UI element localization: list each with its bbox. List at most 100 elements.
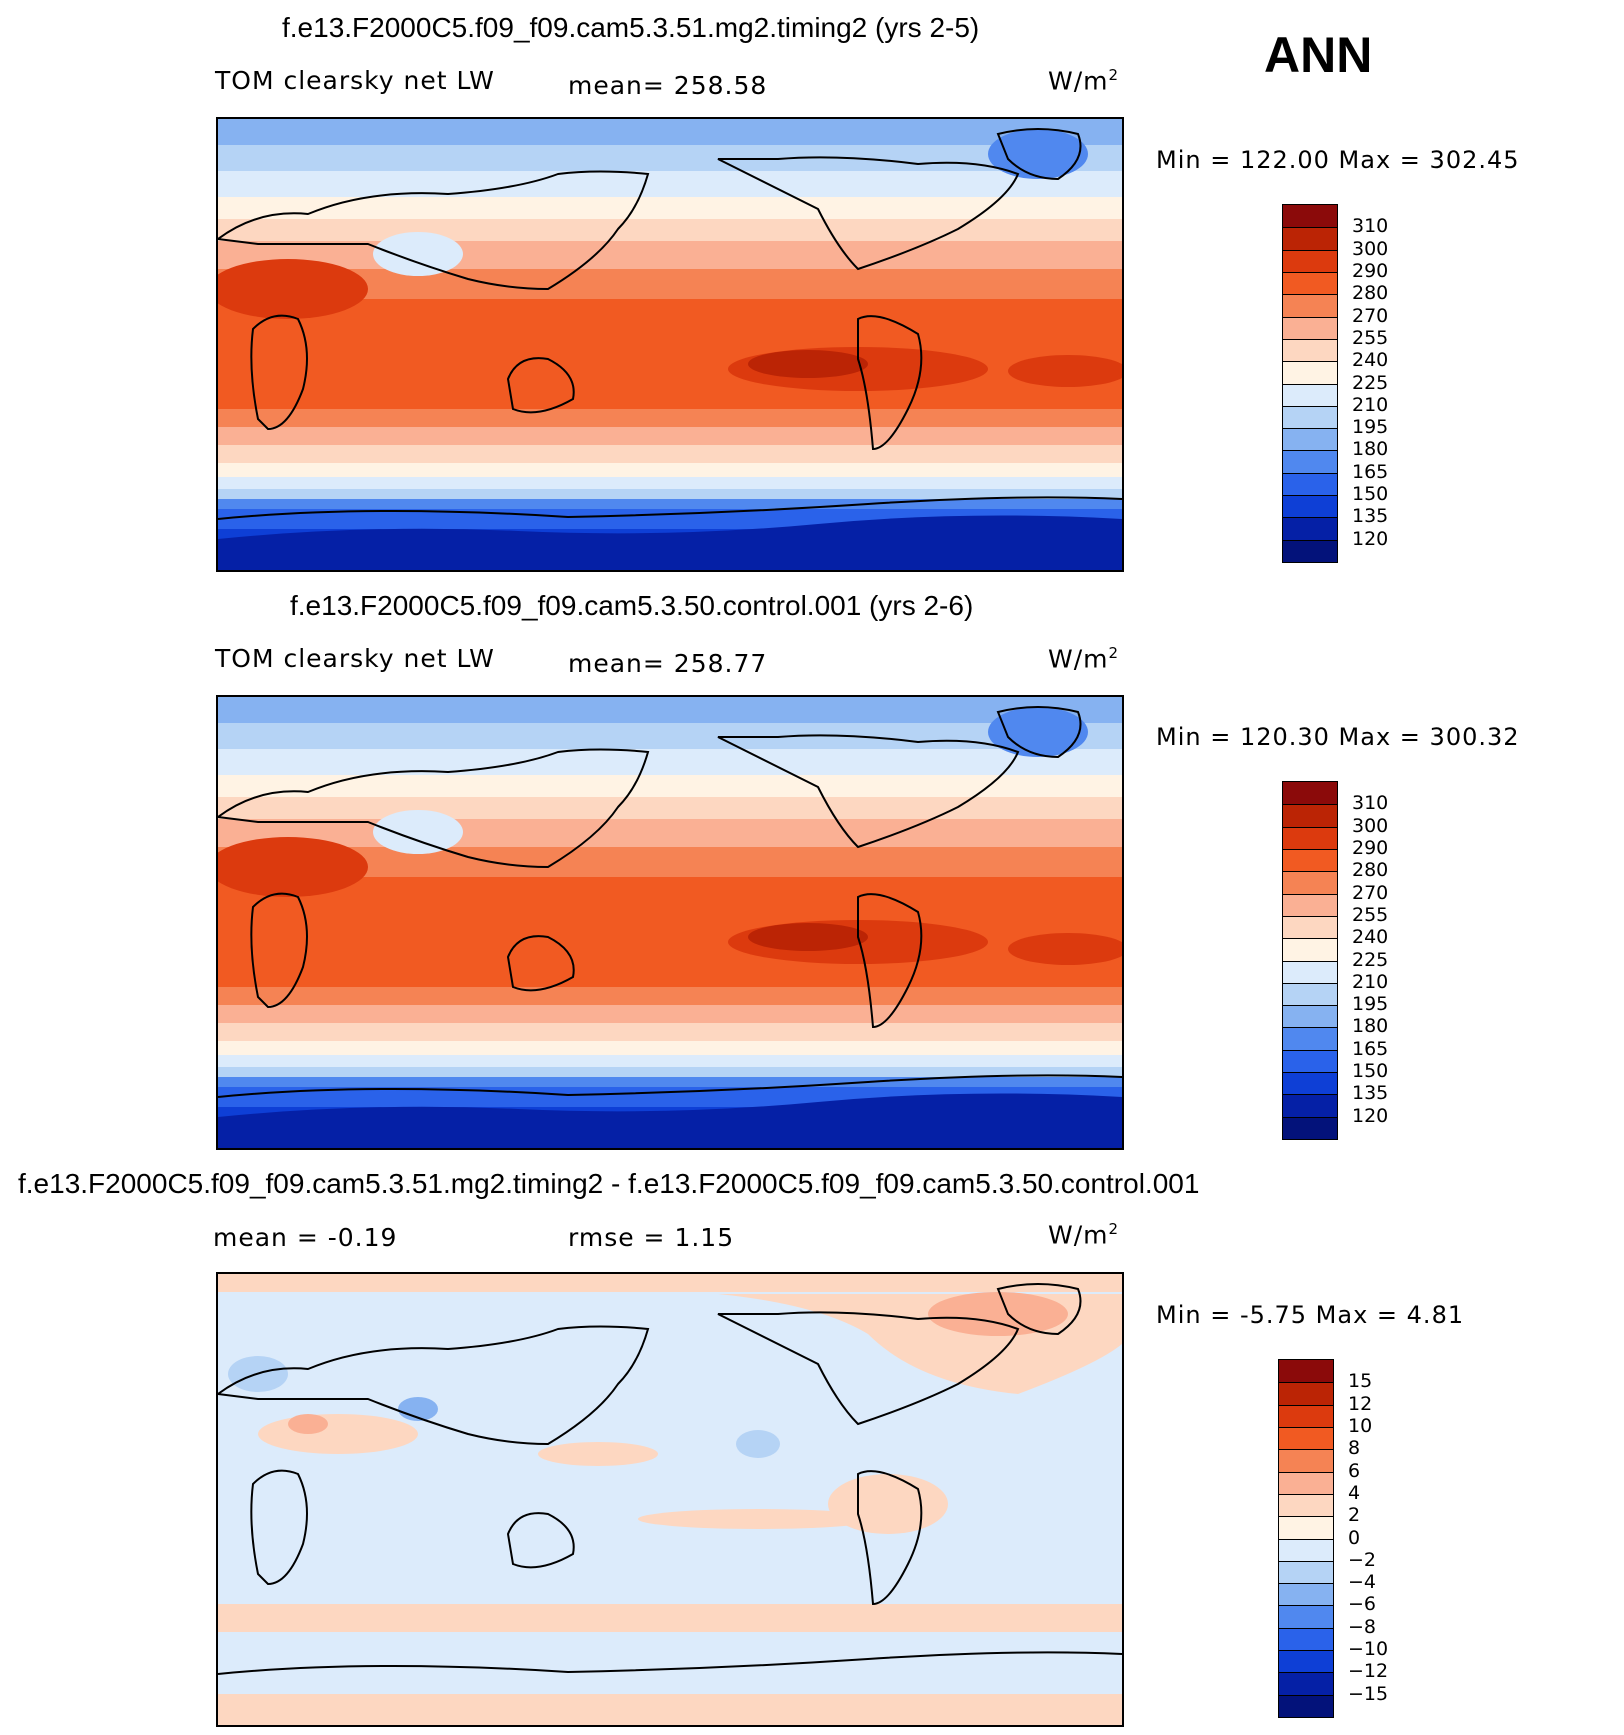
colorbar-swatch — [1283, 316, 1337, 339]
colorbar-swatch — [1279, 1382, 1333, 1405]
panel-1-units: W/m2 — [1048, 66, 1120, 96]
colorbar-swatch — [1279, 1605, 1333, 1628]
colorbar-swatch — [1283, 1049, 1337, 1073]
colorbar-swatch — [1279, 1426, 1333, 1450]
colorbar-tick-label: 15 — [1348, 1370, 1373, 1393]
panel-3-title: f.e13.F2000C5.f09_f09.cam5.3.51.mg2.timi… — [18, 1168, 1200, 1199]
colorbar-swatch — [1283, 294, 1337, 317]
colorbar-tick-label: 135 — [1352, 1082, 1389, 1105]
colorbar-tick-label: −2 — [1348, 1548, 1377, 1571]
colorbar-tick-label: 150 — [1352, 483, 1389, 506]
colorbar-swatch — [1283, 205, 1337, 228]
colorbar-swatch — [1279, 1360, 1333, 1383]
panel-3-map-field — [218, 1274, 1122, 1725]
panel-3-units: W/m2 — [1048, 1220, 1120, 1250]
colorbar-swatch — [1283, 249, 1337, 272]
colorbar-tick-label: 165 — [1352, 1037, 1389, 1060]
colorbar-tick-label: 210 — [1352, 393, 1389, 416]
panel-3-mean-label: mean = -0.19 — [213, 1223, 398, 1252]
colorbar-swatch — [1283, 1094, 1337, 1117]
colorbar-swatch — [1283, 826, 1337, 849]
colorbar-swatch — [1283, 450, 1337, 473]
colorbar-tick-label: 270 — [1352, 881, 1389, 904]
colorbar-swatch — [1283, 982, 1337, 1006]
colorbar-tick-label: 4 — [1348, 1481, 1361, 1504]
colorbar-tick-label: 120 — [1352, 527, 1389, 550]
colorbar-swatch — [1279, 1694, 1333, 1717]
colorbar-swatch — [1283, 517, 1337, 540]
colorbar-tick-label: 6 — [1348, 1459, 1361, 1482]
colorbar-swatch — [1283, 938, 1337, 961]
colorbar-swatch — [1283, 804, 1337, 827]
colorbar-tick-label: 280 — [1352, 282, 1389, 305]
colorbar-swatch — [1283, 428, 1337, 451]
colorbar-tick-label: 10 — [1348, 1414, 1373, 1437]
panel-3-rmse-label: rmse = 1.15 — [568, 1223, 735, 1252]
colorbar-tick-label: 195 — [1352, 993, 1389, 1016]
colorbar-swatch — [1279, 1627, 1333, 1651]
colorbar-tick-label: −15 — [1348, 1682, 1389, 1705]
colorbar-tick-label: −6 — [1348, 1593, 1377, 1616]
colorbar-tick-label: 300 — [1352, 814, 1389, 837]
panel-1-map — [216, 117, 1124, 572]
panel-2-units: W/m2 — [1048, 644, 1120, 674]
colorbar-tick-label: 180 — [1352, 1015, 1389, 1038]
colorbar-swatch — [1279, 1650, 1333, 1673]
colorbar-tick-label: 0 — [1348, 1526, 1361, 1549]
colorbar-tick-label: 310 — [1352, 792, 1389, 815]
panel-3-minmax: Min = -5.75 Max = 4.81 — [1156, 1301, 1465, 1329]
colorbar-tick-label: 195 — [1352, 416, 1389, 439]
colorbar-tick-label: 280 — [1352, 859, 1389, 882]
panel-2-minmax: Min = 120.30 Max = 300.32 — [1156, 723, 1520, 751]
colorbar-swatch — [1283, 848, 1337, 872]
panel-1-map-field — [218, 119, 1122, 570]
colorbar-tick-label: 12 — [1348, 1392, 1373, 1415]
colorbar-tick-label: 270 — [1352, 304, 1389, 327]
colorbar-swatch — [1283, 495, 1337, 518]
panel-2-title: f.e13.F2000C5.f09_f09.cam5.3.50.control.… — [290, 590, 974, 621]
colorbar-tick-label: −10 — [1348, 1638, 1389, 1661]
colorbar-swatch — [1279, 1560, 1333, 1584]
colorbar-tick-label: 225 — [1352, 948, 1389, 971]
season-label: ANN — [1264, 27, 1373, 83]
colorbar-swatch — [1283, 383, 1337, 406]
colorbar-swatch — [1283, 271, 1337, 295]
panel-3-colorbar — [1278, 1359, 1334, 1718]
panel-1-colorbar — [1282, 204, 1338, 563]
colorbar-swatch — [1283, 405, 1337, 429]
colorbar-tick-label: 150 — [1352, 1060, 1389, 1083]
panel-2-variable-label: TOM clearsky net LW — [215, 644, 495, 673]
colorbar-tick-label: 225 — [1352, 371, 1389, 394]
colorbar-swatch — [1283, 915, 1337, 939]
colorbar-tick-label: 135 — [1352, 505, 1389, 528]
colorbar-tick-label: 300 — [1352, 237, 1389, 260]
colorbar-swatch — [1283, 539, 1337, 562]
panel-2-mean-label: mean= 258.77 — [568, 649, 768, 678]
colorbar-tick-label: −4 — [1348, 1571, 1377, 1594]
colorbar-tick-label: 240 — [1352, 926, 1389, 949]
colorbar-tick-label: 120 — [1352, 1104, 1389, 1127]
colorbar-swatch — [1283, 1072, 1337, 1095]
colorbar-swatch — [1279, 1583, 1333, 1606]
colorbar-tick-label: 210 — [1352, 970, 1389, 993]
colorbar-swatch — [1279, 1449, 1333, 1472]
colorbar-swatch — [1279, 1493, 1333, 1517]
colorbar-tick-label: 165 — [1352, 460, 1389, 483]
colorbar-tick-label: 290 — [1352, 836, 1389, 859]
panel-2-map — [216, 695, 1124, 1150]
colorbar-tick-label: 240 — [1352, 349, 1389, 372]
colorbar-swatch — [1283, 782, 1337, 805]
colorbar-swatch — [1283, 1116, 1337, 1139]
colorbar-swatch — [1279, 1516, 1333, 1539]
colorbar-swatch — [1279, 1471, 1333, 1494]
panel-2-colorbar — [1282, 781, 1338, 1140]
panel-3-map — [216, 1272, 1124, 1727]
colorbar-tick-label: 2 — [1348, 1504, 1361, 1527]
panel-1-variable-label: TOM clearsky net LW — [215, 66, 495, 95]
panel-2-map-field — [218, 697, 1122, 1148]
colorbar-swatch — [1283, 361, 1337, 384]
colorbar-tick-label: 255 — [1352, 326, 1389, 349]
colorbar-tick-label: 255 — [1352, 903, 1389, 926]
panel-1-minmax: Min = 122.00 Max = 302.45 — [1156, 146, 1520, 174]
colorbar-swatch — [1279, 1672, 1333, 1695]
